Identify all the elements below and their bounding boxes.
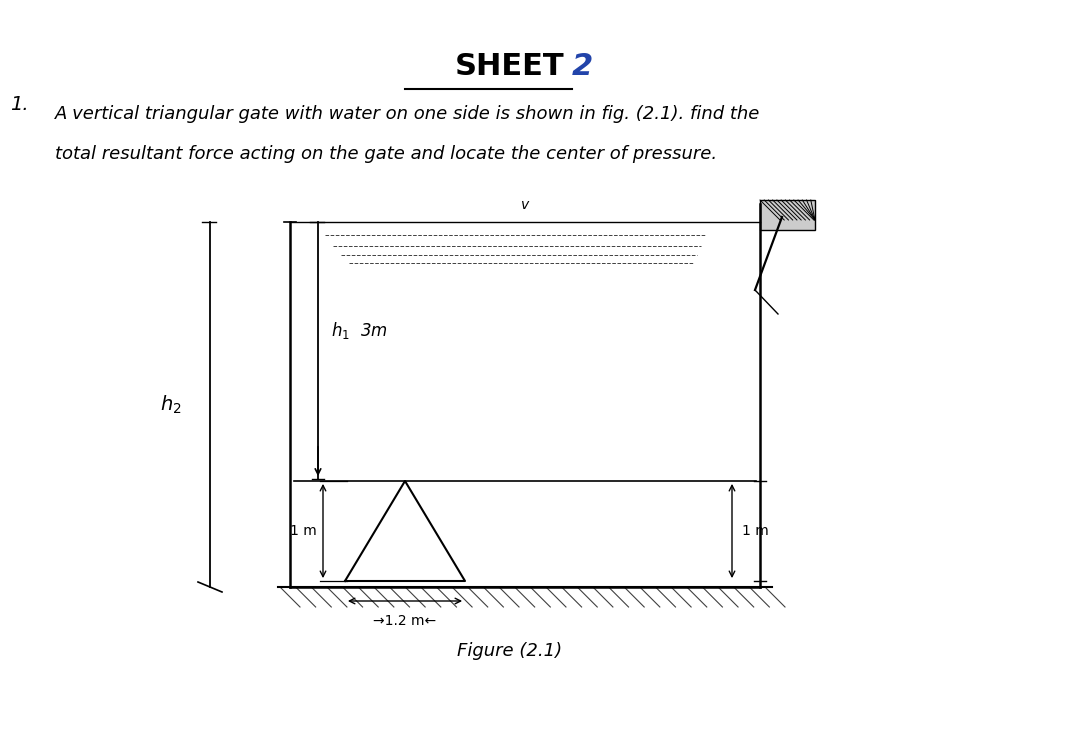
Text: $h_1$  3m: $h_1$ 3m: [330, 320, 388, 341]
Text: $h_2$: $h_2$: [161, 394, 183, 415]
Text: →1.2 m←: →1.2 m←: [374, 614, 436, 628]
Text: 1 m: 1 m: [291, 524, 318, 538]
Text: total resultant force acting on the gate and locate the center of pressure.: total resultant force acting on the gate…: [55, 145, 717, 163]
Text: SHEET: SHEET: [455, 52, 565, 81]
Text: Figure (2.1): Figure (2.1): [458, 642, 563, 660]
Text: v: v: [521, 198, 529, 212]
Text: 1 m: 1 m: [742, 524, 769, 538]
Text: 1.: 1.: [10, 95, 29, 114]
Text: 2: 2: [572, 52, 593, 81]
Text: A vertical triangular gate with water on one side is shown in fig. (2.1). find t: A vertical triangular gate with water on…: [55, 105, 760, 123]
FancyBboxPatch shape: [760, 200, 815, 230]
